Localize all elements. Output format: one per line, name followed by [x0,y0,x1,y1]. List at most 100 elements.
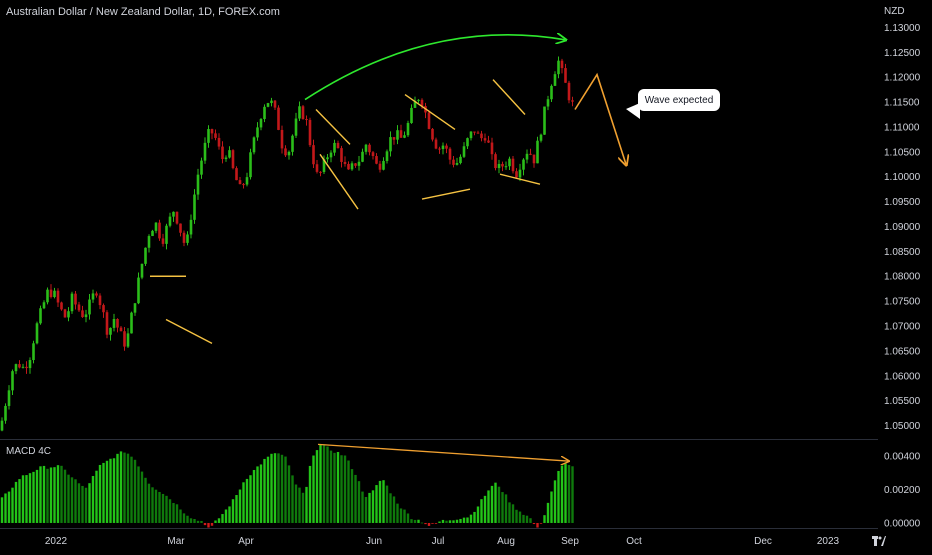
macd-histogram-bar [49,467,53,523]
macd-histogram-bar [228,506,231,523]
pattern-lines [150,79,541,345]
macd-histogram-bar [571,466,574,523]
macd-histogram-bar [420,522,424,524]
price-candle [56,290,60,303]
price-candle [245,177,249,185]
macd-histogram-bar [221,514,224,523]
price-candle [343,161,347,164]
price-candle [252,137,256,153]
price-candle [462,146,466,157]
macd-histogram-bar [371,490,375,523]
macd-histogram-bar [294,484,298,523]
price-candle [53,290,56,298]
price-candle [249,152,252,178]
price-candle [221,146,224,160]
wave-expected-callout[interactable]: Wave expected [638,89,720,111]
price-candle [147,236,151,248]
time-tick-label: Dec [754,536,772,547]
price-candle [392,137,396,140]
price-candle [539,134,543,141]
macd-histogram-bar [396,503,399,523]
price-candle [340,148,343,162]
price-candle [431,128,434,140]
price-candle [168,216,172,226]
macd-histogram-bar [438,521,441,523]
macd-histogram-bar [417,519,420,523]
price-candle [70,293,74,312]
macd-histogram-bar [119,451,123,523]
price-tick-label: 1.13000 [884,23,921,34]
price-candle [63,309,67,318]
price-candle [536,140,539,164]
macd-histogram-bar [147,483,151,523]
price-candle [95,293,98,296]
price-candle [483,138,487,141]
chart-title: Australian Dollar / New Zealand Dollar, … [6,6,280,18]
macd-histogram-bar [560,465,564,523]
price-candle [389,137,392,152]
macd-histogram-bar [224,509,228,523]
macd-histogram-bar [511,504,515,523]
price-candle [284,148,287,156]
price-candle [557,60,560,75]
price-tick-label: 1.08500 [884,247,921,258]
time-tick-label: 2023 [817,536,840,547]
macd-histogram-bar [322,444,326,523]
macd-histogram-bar [504,494,508,523]
macd-histogram-bar [497,486,501,523]
price-candle [434,139,438,149]
macd-histogram-bar [154,489,158,523]
macd-histogram-bar [557,470,560,523]
time-tick-label: Jul [432,536,445,547]
macd-histogram-bar [476,506,480,523]
price-candle [203,142,207,161]
price-candle [74,293,77,305]
macd-histogram-bar [546,502,550,523]
price-candle [315,164,319,172]
time-tick-label: Sep [561,536,579,547]
price-candle [210,129,214,134]
pattern-trendline [499,173,541,185]
macd-histogram-bar [333,452,336,523]
price-candle [301,106,305,120]
price-candle [368,144,371,153]
macd-histogram-bar [312,455,315,523]
price-candle [413,100,417,108]
price-candle [385,151,389,161]
macd-histogram-bar [305,486,308,523]
price-candle [172,211,175,217]
time-tick-label: Mar [167,536,185,547]
macd-histogram-bar [399,508,403,523]
macd-histogram-bar [392,496,396,523]
price-candle [179,223,182,233]
macd-histogram-bar [434,522,438,524]
price-candle [126,333,130,347]
macd-histogram-bar [56,465,60,523]
macd-label: MACD 4C [6,446,52,457]
macd-histogram-bar [564,463,567,523]
price-axis: 1.05000 1.05500 1.06000 1.06500 1.07000 1.075… [884,6,921,432]
price-tick-label: 1.05000 [884,421,921,432]
price-candle [543,106,546,135]
price-candle [476,132,480,134]
price-candle [361,151,364,162]
macd-histogram-bar [4,493,7,523]
macd-histogram-bar [347,460,350,523]
price-tick-label: 1.05500 [884,396,921,407]
price-candle [280,129,284,149]
price-candle [350,163,354,170]
macd-histogram-bar [508,502,511,523]
macd-histogram-bar [378,480,382,523]
price-candle [7,390,11,406]
macd-histogram-bar [21,475,25,523]
macd-histogram-bar [431,522,434,524]
pattern-trendline [404,93,456,130]
macd-histogram-bar [11,487,14,523]
macd-histogram-bar [525,515,529,523]
price-candle [312,145,315,165]
price-candle [511,158,515,172]
price-candle [529,153,532,155]
macd-histogram-bar [469,514,473,523]
